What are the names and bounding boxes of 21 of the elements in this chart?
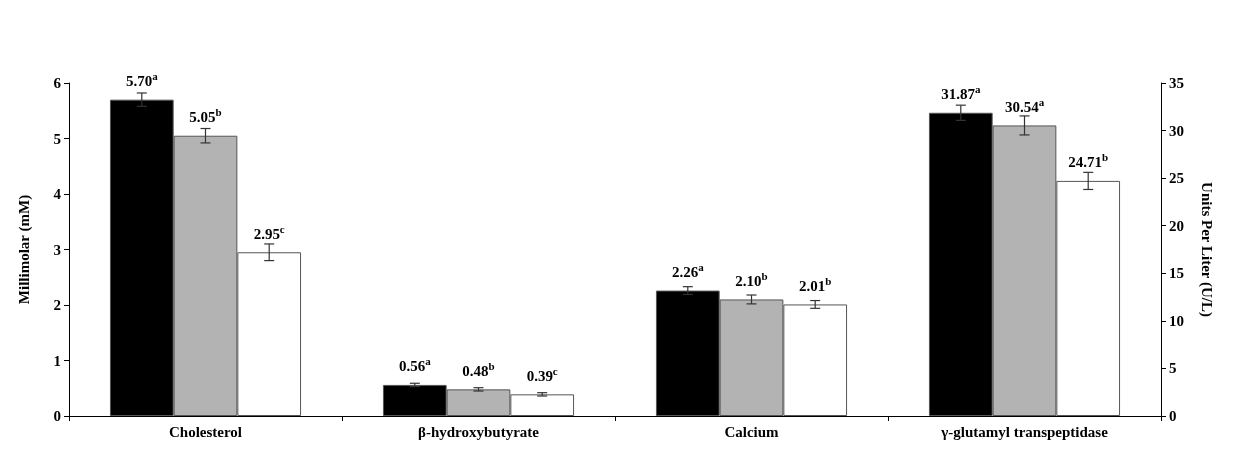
y-tick-label: 4 bbox=[53, 186, 62, 202]
y2-tick-label: 30 bbox=[1169, 122, 1184, 139]
y2-tick-label: 35 bbox=[1169, 75, 1184, 91]
y-tick-label: 3 bbox=[53, 241, 61, 258]
y-tick-label: 0 bbox=[53, 408, 61, 424]
x-tick-label: β-hydroxybutyrate bbox=[418, 423, 540, 440]
y-tick-label: 5 bbox=[53, 130, 61, 147]
y2-tick-label: 0 bbox=[1169, 408, 1177, 424]
y2-axis-title: Units Per Liter (U/L) bbox=[1197, 182, 1215, 317]
x-tick-label: γ-glutamyl transpeptidase bbox=[940, 423, 1109, 440]
y-tick-label: 2 bbox=[53, 297, 61, 313]
y-tick-label: 1 bbox=[53, 352, 61, 369]
y2-tick-label: 5 bbox=[1169, 360, 1177, 377]
y2-tick-label: 20 bbox=[1169, 217, 1184, 234]
y2-tick-label: 15 bbox=[1169, 265, 1184, 282]
y-axis-title: Millimolar (mM) bbox=[15, 194, 33, 305]
y2-tick-label: 10 bbox=[1169, 312, 1184, 329]
x-tick-label: Cholesterol bbox=[168, 423, 243, 440]
y-tick-label: 6 bbox=[53, 75, 62, 91]
y2-tick-label: 25 bbox=[1169, 170, 1184, 187]
x-tick-label: Calcium bbox=[724, 423, 780, 440]
